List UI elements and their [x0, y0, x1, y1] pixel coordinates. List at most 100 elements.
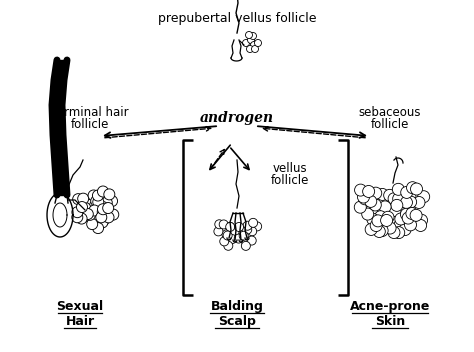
Circle shape [88, 190, 99, 201]
Text: Sexual: Sexual [56, 300, 103, 313]
Circle shape [246, 224, 255, 233]
Circle shape [384, 199, 396, 211]
Circle shape [243, 225, 252, 234]
Circle shape [362, 208, 374, 220]
Circle shape [241, 241, 250, 250]
Circle shape [80, 202, 91, 213]
Circle shape [401, 217, 413, 230]
Circle shape [375, 212, 388, 224]
Circle shape [374, 221, 386, 233]
Circle shape [382, 211, 394, 223]
Circle shape [102, 207, 113, 219]
Circle shape [392, 193, 405, 205]
Circle shape [409, 213, 421, 225]
Circle shape [355, 184, 366, 196]
Text: prepubertal vellus follicle: prepubertal vellus follicle [158, 12, 316, 25]
Circle shape [81, 210, 91, 221]
Circle shape [91, 196, 102, 207]
Circle shape [226, 222, 235, 231]
Circle shape [406, 207, 418, 220]
Circle shape [401, 196, 412, 208]
Circle shape [415, 220, 427, 232]
Circle shape [243, 39, 249, 46]
Circle shape [220, 237, 229, 246]
Circle shape [376, 188, 388, 200]
Circle shape [103, 212, 114, 223]
Circle shape [413, 196, 425, 208]
Text: androgen: androgen [200, 111, 274, 125]
Circle shape [219, 224, 228, 233]
Circle shape [76, 202, 88, 213]
Text: follicle: follicle [271, 174, 309, 187]
Circle shape [374, 226, 385, 238]
Circle shape [388, 216, 400, 228]
Circle shape [222, 230, 231, 239]
Circle shape [92, 222, 103, 234]
Circle shape [249, 218, 258, 227]
Circle shape [370, 187, 382, 199]
Circle shape [405, 196, 417, 208]
Circle shape [255, 39, 262, 46]
Circle shape [233, 226, 241, 234]
Circle shape [78, 193, 89, 204]
Circle shape [362, 189, 374, 201]
Text: Acne-prone: Acne-prone [350, 300, 430, 313]
Circle shape [246, 45, 254, 52]
Circle shape [92, 207, 104, 219]
Circle shape [84, 200, 95, 210]
Circle shape [92, 214, 103, 225]
Circle shape [104, 189, 115, 200]
Circle shape [234, 234, 243, 243]
Circle shape [247, 37, 255, 44]
Circle shape [239, 231, 248, 240]
Circle shape [230, 228, 239, 237]
Circle shape [418, 191, 430, 203]
Circle shape [359, 193, 371, 205]
Circle shape [384, 222, 396, 234]
Text: vellus: vellus [273, 162, 307, 175]
Circle shape [388, 227, 400, 239]
Circle shape [375, 197, 388, 209]
Circle shape [224, 241, 233, 250]
Circle shape [367, 213, 379, 225]
Circle shape [228, 234, 237, 244]
Circle shape [252, 45, 258, 52]
Text: Balding: Balding [210, 300, 264, 313]
Circle shape [401, 208, 412, 220]
Circle shape [92, 190, 103, 201]
Circle shape [376, 196, 388, 208]
Text: Scalp: Scalp [218, 315, 256, 328]
Circle shape [98, 215, 109, 226]
Circle shape [215, 220, 224, 229]
Circle shape [84, 209, 95, 220]
Circle shape [383, 189, 396, 201]
Circle shape [376, 225, 388, 237]
Circle shape [243, 221, 252, 230]
Circle shape [93, 196, 104, 208]
Circle shape [370, 212, 382, 224]
Circle shape [395, 207, 407, 219]
Circle shape [97, 217, 108, 228]
Circle shape [365, 224, 377, 235]
Circle shape [247, 236, 256, 245]
Circle shape [382, 221, 394, 233]
Circle shape [246, 31, 253, 38]
Circle shape [367, 190, 379, 202]
Circle shape [354, 201, 366, 213]
Text: follicle: follicle [371, 119, 409, 132]
Circle shape [393, 227, 405, 239]
Circle shape [370, 220, 382, 232]
Circle shape [250, 42, 257, 49]
Circle shape [72, 212, 83, 223]
Circle shape [97, 206, 108, 217]
Circle shape [101, 197, 112, 208]
Circle shape [103, 202, 114, 214]
Circle shape [403, 198, 415, 210]
Circle shape [108, 209, 119, 220]
Circle shape [404, 191, 416, 203]
Circle shape [89, 205, 100, 216]
Circle shape [391, 199, 403, 211]
Circle shape [97, 201, 109, 213]
Circle shape [248, 227, 257, 236]
Circle shape [374, 211, 387, 223]
